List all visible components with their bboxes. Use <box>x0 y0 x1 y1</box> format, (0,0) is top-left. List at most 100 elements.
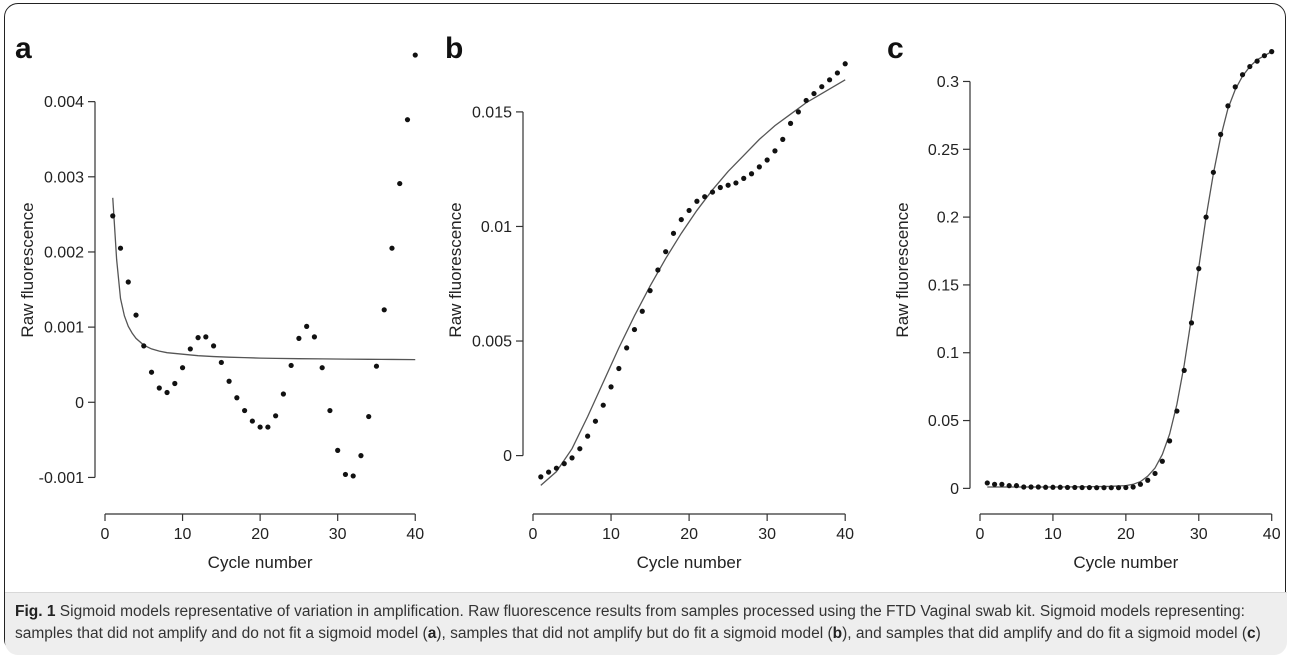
x-tick-label: 40 <box>836 526 854 543</box>
data-point <box>1108 485 1114 491</box>
data-point <box>1072 484 1078 491</box>
data-point <box>117 245 124 251</box>
data-point <box>561 461 567 467</box>
y-tick-label: 0.1 <box>937 345 959 362</box>
data-point <box>195 335 201 341</box>
data-point <box>741 175 747 181</box>
y-tick-label: 0.3 <box>937 74 959 91</box>
data-point <box>991 481 998 487</box>
data-point <box>234 395 240 401</box>
y-tick-label: 0 <box>503 448 512 465</box>
data-point <box>1181 367 1187 373</box>
data-point <box>748 171 755 177</box>
data-point <box>1094 485 1100 491</box>
data-point <box>1050 484 1056 490</box>
data-point <box>141 343 147 349</box>
caption-ref-a: a <box>427 625 437 642</box>
y-axis-label: Raw fluorescence <box>18 202 37 337</box>
panel-a-chart: a 0 10 20 30 40 Cycle number -0.001 0 0.001 0.002 0… <box>15 32 424 572</box>
data-point <box>1218 131 1224 137</box>
y-tick-label: 0.15 <box>928 277 959 294</box>
caption-body-1: Raw fluorescence results from samples pr… <box>15 603 1245 642</box>
data-point <box>764 157 770 163</box>
data-point <box>1013 483 1020 489</box>
data-point <box>311 334 318 340</box>
data-point <box>733 180 739 186</box>
caption-block: Fig. 1 Sigmoid models representative of … <box>5 592 1287 655</box>
data-point <box>686 207 692 214</box>
panel-letter-c: c <box>887 32 904 65</box>
x-axis-label: Cycle number <box>637 553 742 572</box>
y-tick-label: 0.2 <box>937 210 959 227</box>
x-tick-label: 0 <box>529 526 538 543</box>
y-axis-label: Raw fluorescence <box>893 202 912 337</box>
data-point <box>280 391 286 397</box>
data-point <box>1247 63 1253 70</box>
data-point <box>624 345 630 351</box>
data-point <box>639 308 645 314</box>
data-point <box>1174 408 1180 414</box>
data-point <box>350 473 356 479</box>
data-point <box>342 471 349 478</box>
data-point <box>1123 484 1129 491</box>
x-tick-label: 10 <box>174 526 192 543</box>
caption-body-2: ), samples that did not amplify but do f… <box>436 625 833 642</box>
x-tick-label: 0 <box>101 526 110 543</box>
data-point <box>1115 485 1122 491</box>
panel-letter-a: a <box>15 32 32 65</box>
figure-frame: a 0 10 20 30 40 Cycle number -0.001 0 0.001 0.002 0… <box>4 3 1287 655</box>
data-point <box>1145 477 1151 483</box>
y-tick-label: 0.002 <box>44 244 84 261</box>
data-point <box>381 307 387 313</box>
data-point <box>608 384 614 390</box>
data-point <box>569 455 575 461</box>
data-point <box>1196 266 1202 272</box>
y-tick-label: 0.005 <box>472 334 512 351</box>
data-point <box>702 194 708 200</box>
data-point <box>366 413 372 420</box>
data-point <box>1086 484 1092 491</box>
data-point <box>1064 484 1071 491</box>
data-point <box>1006 483 1012 489</box>
caption-ref-c: c <box>1247 625 1256 642</box>
data-point <box>1167 438 1173 444</box>
data-point <box>1021 484 1027 490</box>
y-tick-label: 0.001 <box>44 320 84 337</box>
data-point <box>772 148 778 154</box>
x-tick-label: 0 <box>976 526 985 543</box>
fit-curve <box>540 79 846 486</box>
panel-c: c 0 10 20 30 40 Cycle number 0 0.05 0.1 0.15 0.2 0.2… <box>865 4 1287 589</box>
data-point <box>655 267 661 273</box>
data-point <box>1203 214 1209 220</box>
data-point <box>834 70 840 76</box>
data-point <box>179 365 186 371</box>
data-point <box>631 326 638 333</box>
panel-b-chart: b 0 10 20 30 40 Cycle number 0 0.005 0.01 0.015 Raw… <box>445 32 854 572</box>
data-point <box>273 413 279 419</box>
data-point <box>811 90 817 97</box>
data-point <box>678 216 684 223</box>
data-point <box>187 346 193 352</box>
y-tick-label: 0.25 <box>928 142 959 159</box>
caption-text: Fig. 1 Sigmoid models representative of … <box>15 601 1277 645</box>
data-point <box>1152 470 1158 477</box>
panel-c-chart: c 0 10 20 30 40 Cycle number 0 0.05 0.1 0.15 0.2 0.2… <box>887 32 1281 572</box>
data-point <box>694 198 700 204</box>
data-point <box>319 365 325 371</box>
x-tick-label: 30 <box>329 526 347 543</box>
data-point <box>592 418 599 424</box>
data-point <box>296 335 302 341</box>
x-tick-label: 10 <box>1044 526 1062 543</box>
data-point <box>1079 484 1085 491</box>
data-point <box>999 481 1005 487</box>
x-tick-label: 40 <box>406 526 424 543</box>
caption-title: Sigmoid models representative of variati… <box>59 603 464 620</box>
y-tick-label: 0.05 <box>928 413 959 430</box>
data-point <box>203 334 209 340</box>
panel-a: a 0 10 20 30 40 Cycle number -0.001 0 0.001 0.002 0… <box>5 4 435 589</box>
data-point <box>647 288 653 294</box>
data-point <box>553 465 560 471</box>
caption-body-3: ), and samples that did amplify and do f… <box>842 625 1248 642</box>
y-tick-label: 0.015 <box>472 104 512 121</box>
x-tick-label: 20 <box>251 526 269 543</box>
